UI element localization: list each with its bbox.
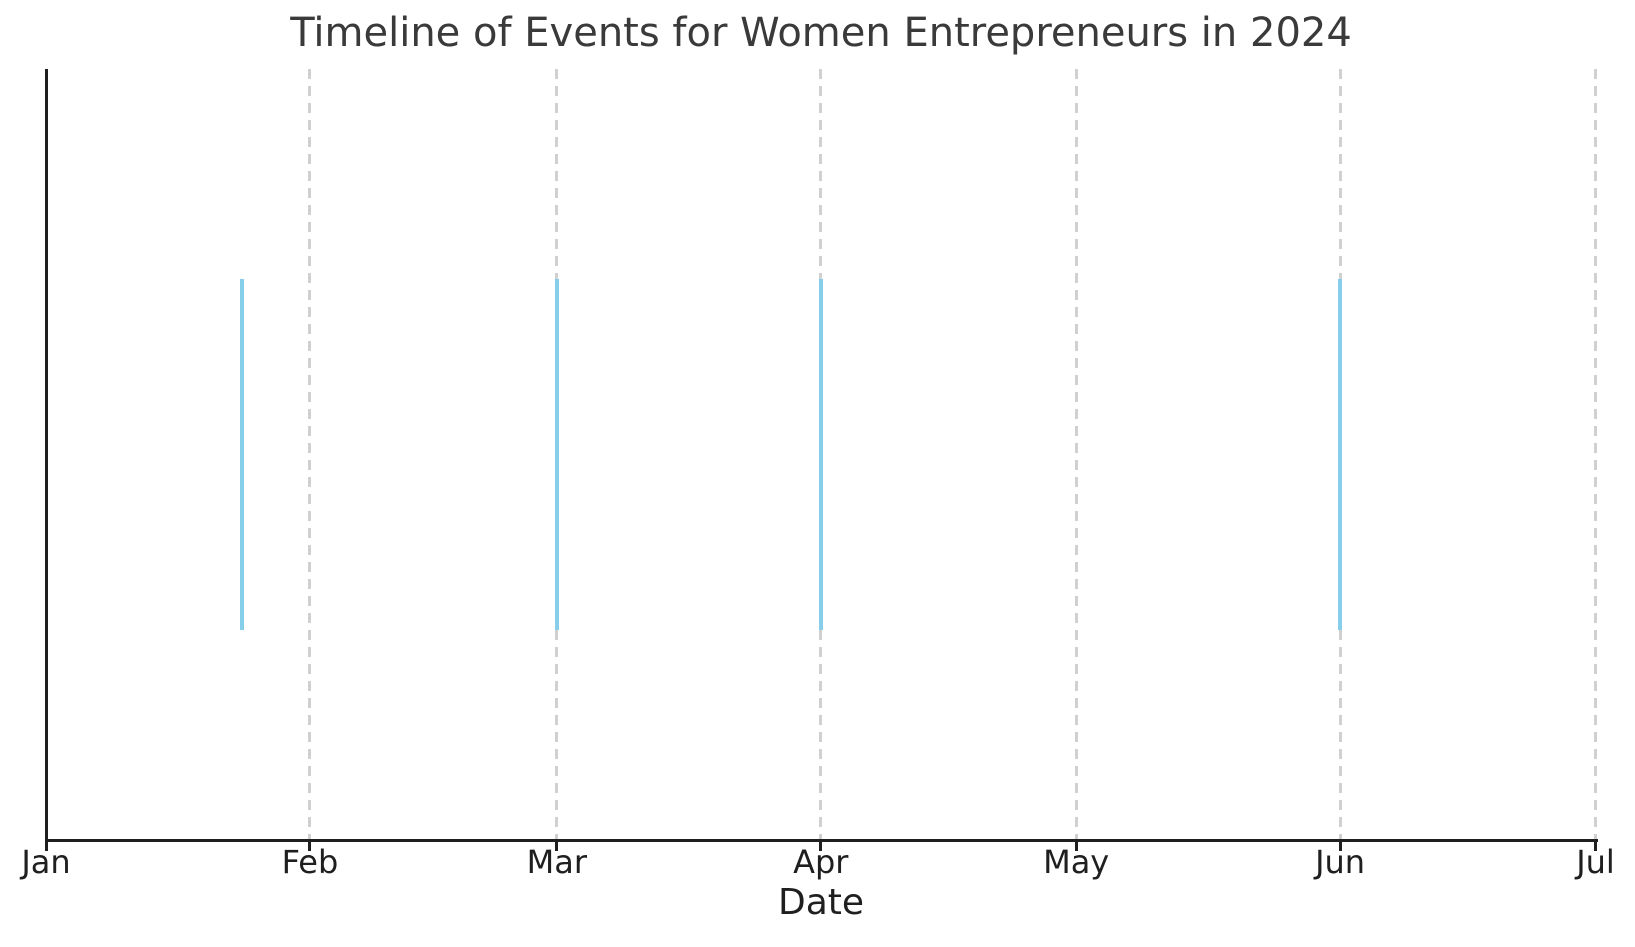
event-line xyxy=(239,279,245,630)
event-line xyxy=(554,279,560,630)
x-axis-tick xyxy=(1074,841,1078,851)
month-gridline xyxy=(1074,69,1078,840)
x-axis-tick-label: Jun xyxy=(1315,843,1366,881)
chart-title: Timeline of Events for Women Entrepreneu… xyxy=(290,10,1352,56)
x-axis-tick-label: Mar xyxy=(526,843,587,881)
x-axis-tick-label: May xyxy=(1043,843,1110,881)
x-axis-spine xyxy=(44,838,1598,842)
x-axis-tick-label: Jan xyxy=(21,843,71,881)
month-gridline xyxy=(1594,69,1597,840)
x-axis-tick xyxy=(44,841,48,851)
event-line xyxy=(818,279,823,630)
y-axis-spine xyxy=(44,69,48,842)
x-axis-tick xyxy=(1338,841,1342,851)
x-axis-tick-label: Jul xyxy=(1576,843,1615,881)
x-axis-tick xyxy=(555,841,559,851)
month-gridline xyxy=(308,69,312,840)
x-axis-tick xyxy=(308,841,312,851)
x-axis-tick-label: Apr xyxy=(793,843,849,881)
event-line xyxy=(1337,279,1343,630)
x-axis-tick-label: Feb xyxy=(281,843,339,881)
x-axis-label: Date xyxy=(777,882,865,923)
x-axis-tick xyxy=(819,841,823,851)
x-axis-tick xyxy=(1594,841,1597,851)
